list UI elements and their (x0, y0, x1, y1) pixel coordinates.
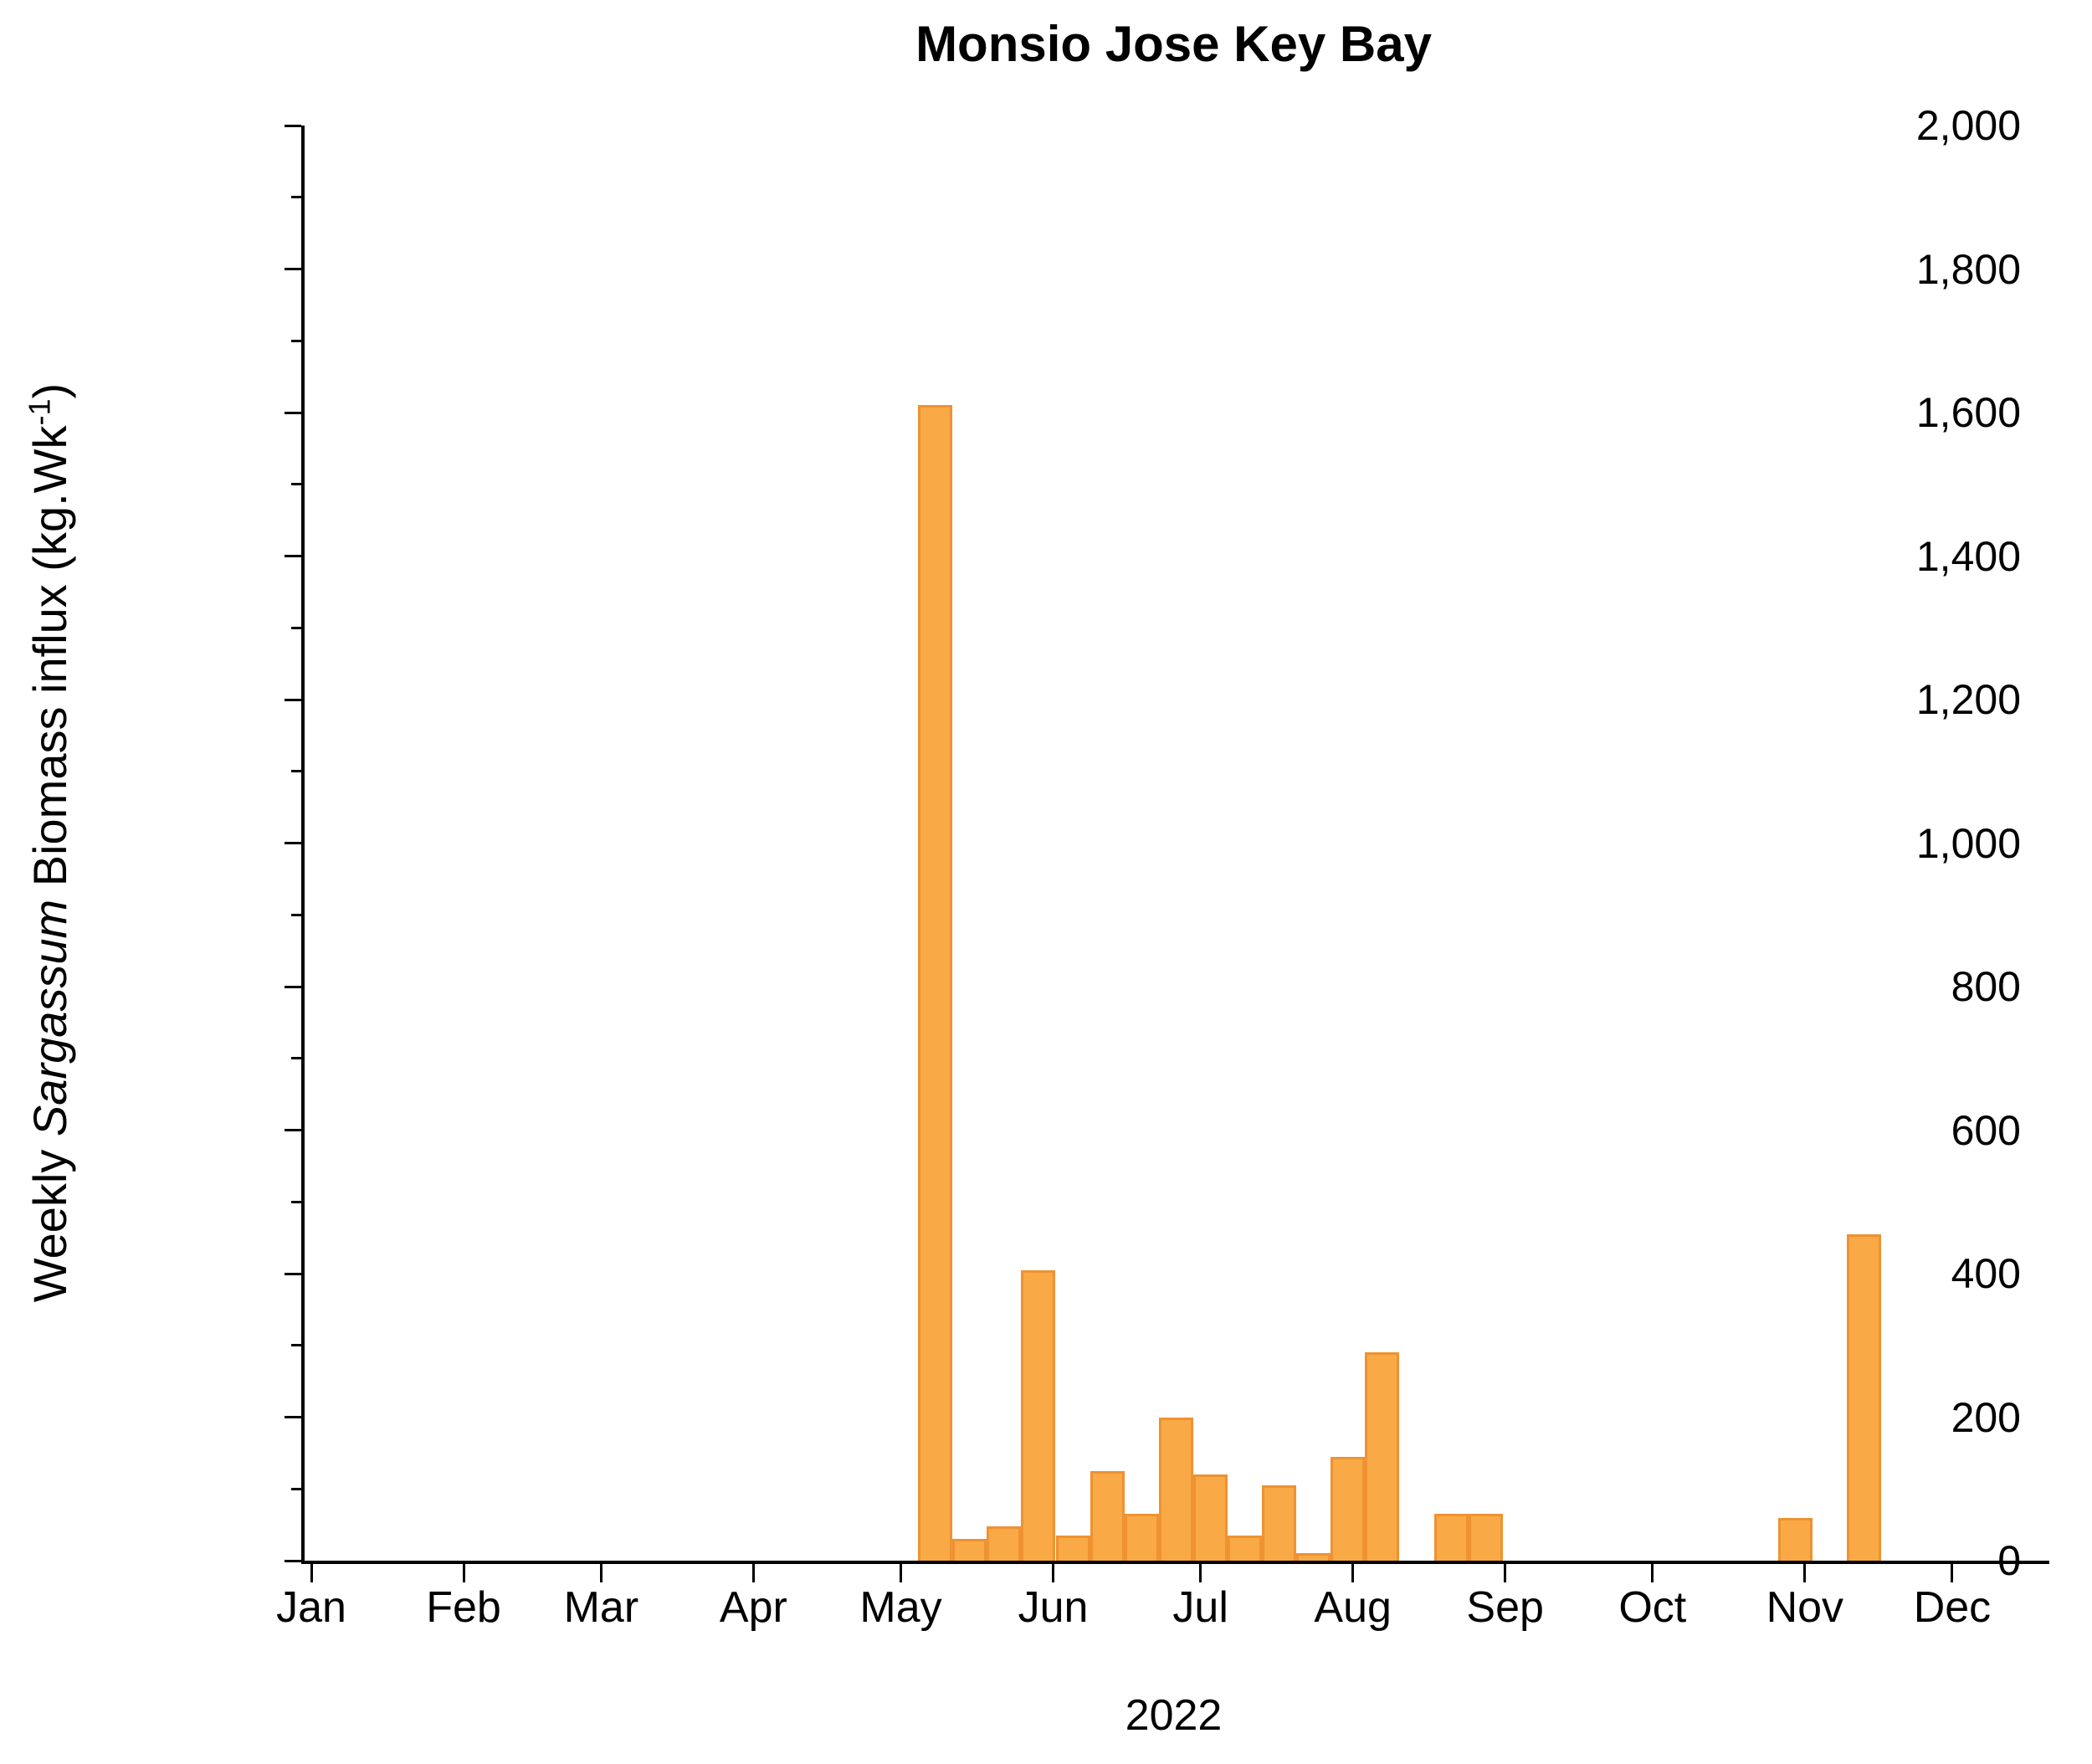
y-tick-label: 200 (1951, 1393, 2021, 1441)
x-month-tick (1351, 1564, 1355, 1582)
bar (1021, 1269, 1056, 1561)
y-tick-label: 1,200 (1915, 676, 2021, 723)
y-tick-label: 400 (1951, 1250, 2021, 1297)
y-minor-tick (291, 1344, 301, 1347)
bar (1124, 1514, 1159, 1561)
y-axis-title-suffix: ) (23, 382, 76, 399)
plot-area: 0 200 400 600 800 1,000 1,200 1,400 1,600 1,800 2,… (276, 102, 2049, 1632)
x-month-tick (1951, 1564, 1954, 1582)
bar (1228, 1536, 1263, 1561)
bar (987, 1526, 1022, 1561)
bar (1777, 1517, 1813, 1561)
y-axis-title-superscript: -1 (22, 398, 57, 426)
bar (1468, 1514, 1503, 1561)
y-major-tick (285, 1559, 301, 1562)
x-tick-label: Aug (1314, 1583, 1392, 1632)
x-tick-label: Mar (563, 1583, 639, 1632)
y-major-tick (285, 1129, 301, 1131)
y-major-tick (285, 124, 301, 127)
x-tick-label: Sep (1466, 1583, 1544, 1632)
x-month-tick (462, 1564, 465, 1582)
y-axis-title-middle: Biomass influx (kg.Wk (23, 425, 76, 900)
bar (1055, 1536, 1090, 1561)
x-month-tick (751, 1564, 755, 1582)
bar (952, 1539, 987, 1561)
bar (1158, 1417, 1193, 1561)
y-tick-label: 1,400 (1915, 532, 2021, 580)
y-minor-tick (291, 196, 301, 199)
bar (1296, 1553, 1331, 1561)
y-major-tick (285, 411, 301, 414)
bar (1846, 1233, 1881, 1561)
x-month-tick (599, 1564, 602, 1582)
bar (1262, 1485, 1297, 1561)
y-axis-title-prefix: Weekly (23, 1136, 76, 1303)
x-tick-label: Dec (1913, 1583, 1992, 1632)
x-month-tick (1199, 1564, 1202, 1582)
y-tick-label: 1,000 (1915, 819, 2021, 867)
y-minor-tick (291, 1057, 301, 1060)
y-major-tick (285, 555, 301, 557)
x-month-tick (1803, 1564, 1807, 1582)
x-tick-label: Apr (719, 1583, 787, 1632)
x-month-tick (900, 1564, 903, 1582)
x-month-tick (1651, 1564, 1654, 1582)
y-major-tick (285, 842, 301, 844)
y-minor-tick (291, 626, 301, 629)
y-axis-title-italic: Sargassum (23, 899, 76, 1137)
x-month-tick (1504, 1564, 1507, 1582)
x-tick-label: Jun (1018, 1583, 1089, 1632)
y-minor-tick (291, 770, 301, 773)
y-major-tick (285, 698, 301, 701)
chart-title: Monsio Jose Key Bay (915, 16, 1432, 72)
bar (1365, 1352, 1400, 1561)
y-axis-title: Weekly Sargassum Biomass influx (kg.Wk-1… (22, 90, 81, 1596)
bar (1192, 1474, 1228, 1561)
y-minor-tick (291, 913, 301, 916)
bar (1090, 1470, 1125, 1561)
x-tick-label: Feb (426, 1583, 501, 1632)
y-tick-label: 800 (1951, 963, 2021, 1010)
y-minor-tick (291, 339, 301, 342)
x-month-tick (310, 1564, 313, 1582)
y-tick-label: 0 (1997, 1537, 2021, 1584)
x-tick-label: Nov (1766, 1583, 1844, 1632)
y-tick-label: 1,600 (1915, 389, 2021, 436)
x-axis-title: 2022 (1125, 1691, 1223, 1740)
x-tick-label: May (859, 1583, 942, 1632)
bar (1331, 1456, 1366, 1561)
y-tick-label: 2,000 (1915, 102, 2021, 149)
y-minor-tick (291, 1487, 301, 1490)
x-tick-label: Oct (1618, 1583, 1687, 1632)
y-major-tick (285, 268, 301, 270)
y-tick-label: 600 (1951, 1106, 2021, 1154)
y-minor-tick (291, 1200, 301, 1203)
y-major-tick (285, 1272, 301, 1275)
x-tick-label: Jan (276, 1583, 346, 1632)
y-major-tick (285, 1416, 301, 1418)
x-month-tick (1052, 1564, 1055, 1582)
bar (918, 405, 953, 1561)
x-tick-label: Jul (1172, 1583, 1228, 1632)
bar (1433, 1514, 1469, 1561)
y-minor-tick (291, 483, 301, 486)
y-tick-label: 1,800 (1915, 245, 2021, 293)
y-major-tick (285, 985, 301, 988)
